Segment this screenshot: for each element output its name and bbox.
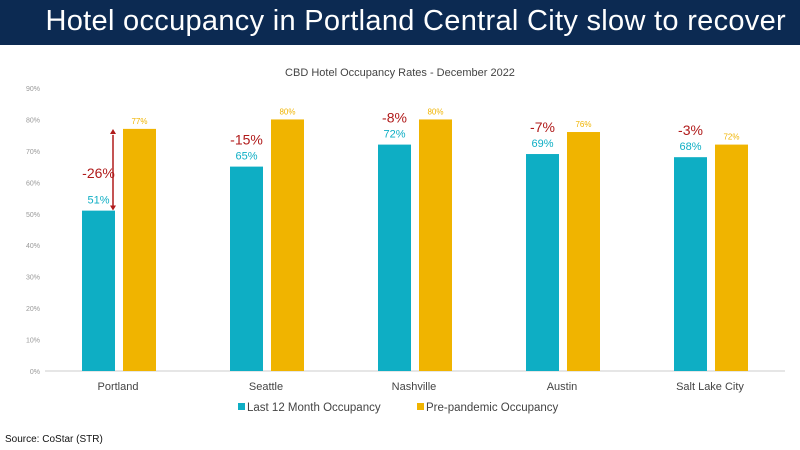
legend-swatch — [417, 403, 424, 410]
y-tick-label: 90% — [26, 86, 40, 93]
y-tick-label: 70% — [26, 149, 40, 156]
slide-title: Hotel occupancy in Portland Central City… — [45, 5, 786, 37]
bar-last12 — [378, 144, 411, 371]
bar-last12 — [674, 157, 707, 371]
y-tick-label: 50% — [26, 212, 40, 219]
x-tick-label: Austin — [547, 381, 578, 393]
x-tick-label: Portland — [98, 381, 139, 393]
difference-label: -26% — [82, 165, 115, 181]
source-note: Source: CoStar (STR) — [5, 434, 103, 445]
x-tick-label: Nashville — [392, 381, 437, 393]
data-label: 80% — [427, 107, 443, 116]
data-label: 72% — [723, 133, 739, 142]
x-tick-label: Seattle — [249, 381, 283, 393]
bar-prepandemic — [419, 119, 452, 371]
chart-title: CBD Hotel Occupancy Rates - December 202… — [285, 67, 515, 79]
y-tick-label: 20% — [26, 306, 40, 313]
x-tick-label: Salt Lake City — [676, 381, 744, 393]
data-label: 77% — [131, 117, 147, 126]
difference-label: -3% — [678, 122, 703, 138]
data-label: 68% — [679, 141, 701, 153]
legend-swatch — [238, 403, 245, 410]
data-label: 51% — [87, 195, 109, 207]
data-label: 69% — [531, 138, 553, 150]
y-tick-label: 80% — [26, 117, 40, 124]
data-label: 80% — [279, 107, 295, 116]
bar-last12 — [82, 210, 115, 371]
bar-last12 — [230, 166, 263, 371]
bar-prepandemic — [123, 128, 156, 371]
bar-prepandemic — [567, 132, 600, 371]
bar-prepandemic — [715, 144, 748, 371]
arrow-head-down — [110, 205, 116, 211]
bar-prepandemic — [271, 119, 304, 371]
y-tick-label: 40% — [26, 243, 40, 250]
data-label: 76% — [575, 120, 591, 129]
y-tick-label: 60% — [26, 180, 40, 187]
y-tick-label: 0% — [30, 369, 40, 376]
arrow-head-up — [110, 129, 116, 135]
difference-label: -7% — [530, 119, 555, 135]
data-label: 65% — [235, 151, 257, 163]
title-bar: Hotel occupancy in Portland Central City… — [0, 0, 800, 45]
difference-label: -8% — [382, 110, 407, 126]
data-label: 72% — [383, 129, 405, 141]
difference-label: -15% — [230, 132, 263, 148]
legend-label: Pre-pandemic Occupancy — [426, 402, 559, 414]
y-tick-label: 30% — [26, 275, 40, 282]
y-tick-label: 10% — [26, 338, 40, 345]
bar-last12 — [526, 154, 559, 371]
legend-label: Last 12 Month Occupancy — [247, 402, 381, 414]
